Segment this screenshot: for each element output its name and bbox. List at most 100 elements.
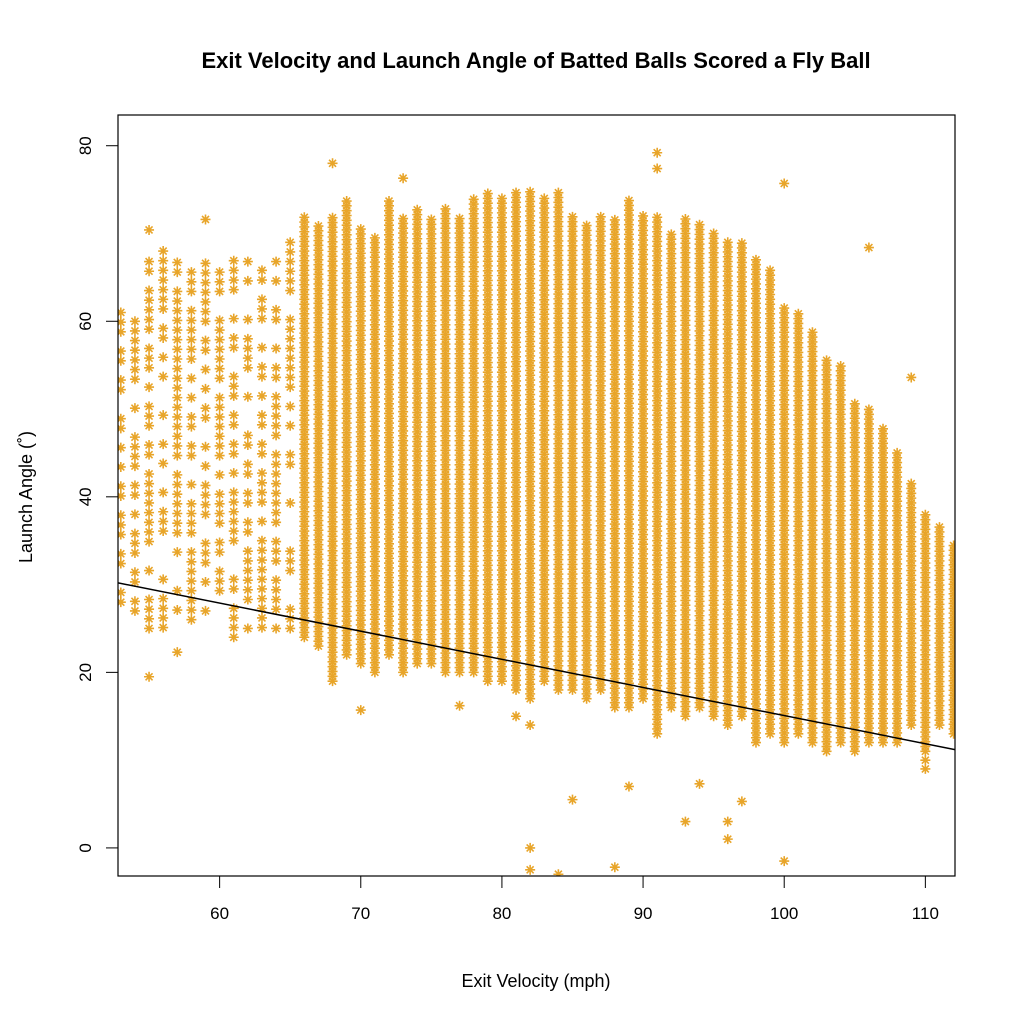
data-point bbox=[118, 529, 126, 540]
data-point bbox=[242, 353, 253, 364]
data-point bbox=[285, 459, 296, 470]
data-point bbox=[285, 497, 296, 508]
data-point bbox=[525, 864, 536, 875]
data-point bbox=[118, 442, 126, 453]
data-point bbox=[228, 622, 239, 633]
data-point bbox=[172, 431, 183, 442]
data-point bbox=[355, 705, 366, 716]
data-point bbox=[200, 306, 211, 317]
data-point bbox=[172, 344, 183, 355]
data-point bbox=[285, 324, 296, 335]
data-point bbox=[440, 203, 451, 214]
data-point bbox=[144, 488, 155, 499]
data-point bbox=[256, 603, 267, 614]
data-point bbox=[256, 313, 267, 324]
y-axis-label: Launch Angle (˚) bbox=[16, 431, 36, 563]
y-tick-label: 0 bbox=[76, 843, 95, 852]
data-point bbox=[144, 362, 155, 373]
data-point bbox=[200, 383, 211, 394]
data-point bbox=[214, 537, 225, 548]
data-point bbox=[553, 187, 564, 198]
data-point bbox=[228, 342, 239, 353]
y-tick-label: 60 bbox=[76, 312, 95, 331]
data-point bbox=[341, 196, 352, 207]
data-point bbox=[228, 497, 239, 508]
data-point bbox=[118, 326, 126, 337]
data-point bbox=[228, 468, 239, 479]
data-point bbox=[186, 354, 197, 365]
data-point bbox=[214, 402, 225, 413]
data-point bbox=[118, 384, 126, 395]
data-point bbox=[228, 313, 239, 324]
data-point bbox=[228, 487, 239, 498]
data-point bbox=[454, 213, 465, 224]
data-point bbox=[118, 317, 126, 328]
data-point bbox=[200, 364, 211, 375]
data-point bbox=[129, 403, 140, 414]
data-point bbox=[144, 304, 155, 315]
data-point bbox=[144, 604, 155, 615]
data-point bbox=[186, 566, 197, 577]
data-point bbox=[285, 546, 296, 557]
data-point bbox=[384, 196, 395, 207]
data-point bbox=[172, 411, 183, 422]
data-point bbox=[144, 613, 155, 624]
data-point bbox=[200, 267, 211, 278]
y-tick-label: 40 bbox=[76, 487, 95, 506]
data-point bbox=[200, 335, 211, 346]
data-point bbox=[256, 275, 267, 286]
data-point bbox=[158, 275, 169, 286]
data-point bbox=[228, 381, 239, 392]
data-point bbox=[539, 193, 550, 204]
data-point bbox=[666, 229, 677, 240]
data-point bbox=[242, 430, 253, 441]
data-point bbox=[158, 439, 169, 450]
data-point bbox=[920, 763, 931, 774]
data-point bbox=[172, 450, 183, 461]
data-point bbox=[285, 623, 296, 634]
data-point bbox=[920, 755, 931, 766]
x-tick-label: 100 bbox=[770, 904, 798, 923]
data-point bbox=[652, 212, 663, 223]
data-point bbox=[144, 671, 155, 682]
data-point bbox=[158, 574, 169, 585]
data-point bbox=[214, 363, 225, 374]
data-point bbox=[144, 224, 155, 235]
data-point bbox=[256, 497, 267, 508]
data-point bbox=[200, 277, 211, 288]
data-point bbox=[214, 421, 225, 432]
data-point bbox=[172, 402, 183, 413]
data-point bbox=[567, 794, 578, 805]
data-point bbox=[144, 623, 155, 634]
data-point bbox=[623, 195, 634, 206]
data-point bbox=[129, 451, 140, 462]
data-point bbox=[920, 509, 931, 520]
data-point bbox=[200, 345, 211, 356]
data-point bbox=[722, 816, 733, 827]
data-point bbox=[172, 363, 183, 374]
data-point bbox=[158, 458, 169, 469]
data-point bbox=[285, 343, 296, 354]
data-point bbox=[228, 275, 239, 286]
data-point bbox=[118, 346, 126, 357]
data-point bbox=[186, 614, 197, 625]
data-point bbox=[158, 332, 169, 343]
data-point bbox=[214, 373, 225, 384]
data-point bbox=[694, 219, 705, 230]
data-point bbox=[129, 441, 140, 452]
data-point bbox=[567, 211, 578, 222]
data-point bbox=[158, 303, 169, 314]
data-point bbox=[242, 584, 253, 595]
data-point bbox=[172, 373, 183, 384]
data-point bbox=[144, 507, 155, 518]
data-point bbox=[214, 576, 225, 587]
data-point bbox=[454, 700, 465, 711]
data-point bbox=[271, 391, 282, 402]
data-point bbox=[118, 423, 126, 434]
data-point bbox=[186, 518, 197, 529]
data-point bbox=[285, 613, 296, 624]
data-point bbox=[144, 324, 155, 335]
data-point bbox=[186, 440, 197, 451]
data-point bbox=[313, 221, 324, 232]
data-point bbox=[271, 497, 282, 508]
